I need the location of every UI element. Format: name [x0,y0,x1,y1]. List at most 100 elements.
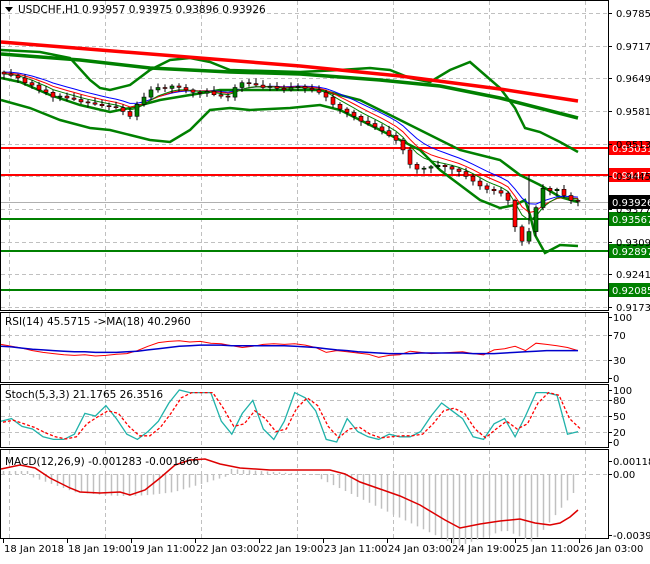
candle-bearish[interactable] [373,124,377,127]
candle-bearish[interactable] [345,109,349,112]
candle-bearish[interactable] [163,88,167,89]
candle-bullish[interactable] [156,88,160,90]
candle-bullish[interactable] [422,168,426,169]
candle-bullish[interactable] [170,86,174,88]
candle-bearish[interactable] [107,106,111,107]
candle-bearish[interactable] [30,83,34,85]
candle-bullish[interactable] [534,208,538,232]
candle-bearish[interactable] [415,164,419,169]
candle-bearish[interactable] [219,95,223,96]
candle-bearish[interactable] [450,167,454,169]
candle-bullish[interactable] [142,97,146,104]
candle-bearish[interactable] [2,72,6,74]
candle-bearish[interactable] [51,92,55,97]
candle-bearish[interactable] [569,196,573,201]
candle-bearish[interactable] [513,200,517,226]
candle-bearish[interactable] [198,92,202,93]
candle-bearish[interactable] [359,116,363,121]
candle-bearish[interactable] [338,104,342,109]
candle-bearish[interactable] [352,112,356,116]
candle-bearish[interactable] [485,186,489,189]
candle-bullish[interactable] [240,83,244,88]
candle-bearish[interactable] [275,87,279,89]
candle-bullish[interactable] [555,189,559,190]
candle-bearish[interactable] [492,189,496,190]
candle-bearish[interactable] [548,188,552,190]
candle-bullish[interactable] [436,165,440,166]
candle-bullish[interactable] [233,88,237,98]
candle-bearish[interactable] [464,172,468,177]
candle-bearish[interactable] [100,104,104,105]
candle-bearish[interactable] [44,90,48,92]
candle-bearish[interactable] [177,86,181,87]
candle-bearish[interactable] [79,100,83,102]
candle-bearish[interactable] [261,85,265,87]
macd-panel[interactable]: 0.0011840.00-0.00396 MACD(12,26,9) -0.00… [1,450,650,547]
candle-bearish[interactable] [401,140,405,150]
candle-bullish[interactable] [296,87,300,88]
candle-bullish[interactable] [135,104,139,116]
candle-bearish[interactable] [247,83,251,84]
candle-bearish[interactable] [408,150,412,164]
candle-bullish[interactable] [149,90,153,97]
candle-bearish[interactable] [380,127,384,131]
candle-bullish[interactable] [205,91,209,93]
candle-bullish[interactable] [289,88,293,90]
candle-bearish[interactable] [121,108,125,112]
candle-bearish[interactable] [499,191,503,193]
rsi-tick-label: 100 [613,313,632,324]
candle-bullish[interactable] [58,96,62,97]
candle-bearish[interactable] [184,88,188,90]
candle-bearish[interactable] [191,90,195,92]
candle-bearish[interactable] [562,189,566,195]
candle-bullish[interactable] [268,87,272,88]
candle-bearish[interactable] [9,74,13,75]
candle-bearish[interactable] [576,200,580,201]
candle-bearish[interactable] [303,87,307,89]
candle-bearish[interactable] [212,91,216,94]
candle-bearish[interactable] [86,102,90,103]
candle-bearish[interactable] [317,90,321,92]
candle-bearish[interactable] [114,107,118,108]
candle-bearish[interactable] [226,96,230,97]
candle-bearish[interactable] [23,78,27,83]
candle-bearish[interactable] [37,85,41,90]
candle-bearish[interactable] [471,176,475,181]
candle-bearish[interactable] [254,84,258,85]
time-tick-label: 23 Jan 11:00 [324,544,387,555]
candle-bearish[interactable] [478,181,482,186]
candle-bearish[interactable] [443,165,447,166]
rsi-tick-label: 30 [613,356,626,367]
candle-bearish[interactable] [128,112,132,117]
candle-bearish[interactable] [457,169,461,171]
candle-bearish[interactable] [65,96,69,98]
candle-bearish[interactable] [324,92,328,97]
candle-bearish[interactable] [93,103,97,104]
candle-bearish[interactable] [282,88,286,89]
candle-bullish[interactable] [429,167,433,168]
price-axis[interactable]: 0.978500.971700.964900.958100.951300.944… [608,9,650,314]
candle-bullish[interactable] [527,232,531,242]
ohlc-values: 0.93957 0.93975 0.93896 0.93926 [82,4,266,16]
candle-bearish[interactable] [331,97,335,104]
candle-bearish[interactable] [394,136,398,141]
candle-bearish[interactable] [72,98,76,99]
candle-bearish[interactable] [366,121,370,123]
main-price-panel[interactable]: 0.950310.944770.935670.928970.920850.939… [1,1,650,315]
candle-bearish[interactable] [520,227,524,241]
candle-bearish[interactable] [310,88,314,89]
symbol-label: USDCHF,H1 [18,4,80,16]
candle-bearish[interactable] [387,131,391,136]
candle-bearish[interactable] [506,193,510,200]
candle-bullish[interactable] [541,188,545,207]
time-tick-label: 24 Jan 03:00 [388,544,451,555]
candle-bearish[interactable] [16,76,20,78]
